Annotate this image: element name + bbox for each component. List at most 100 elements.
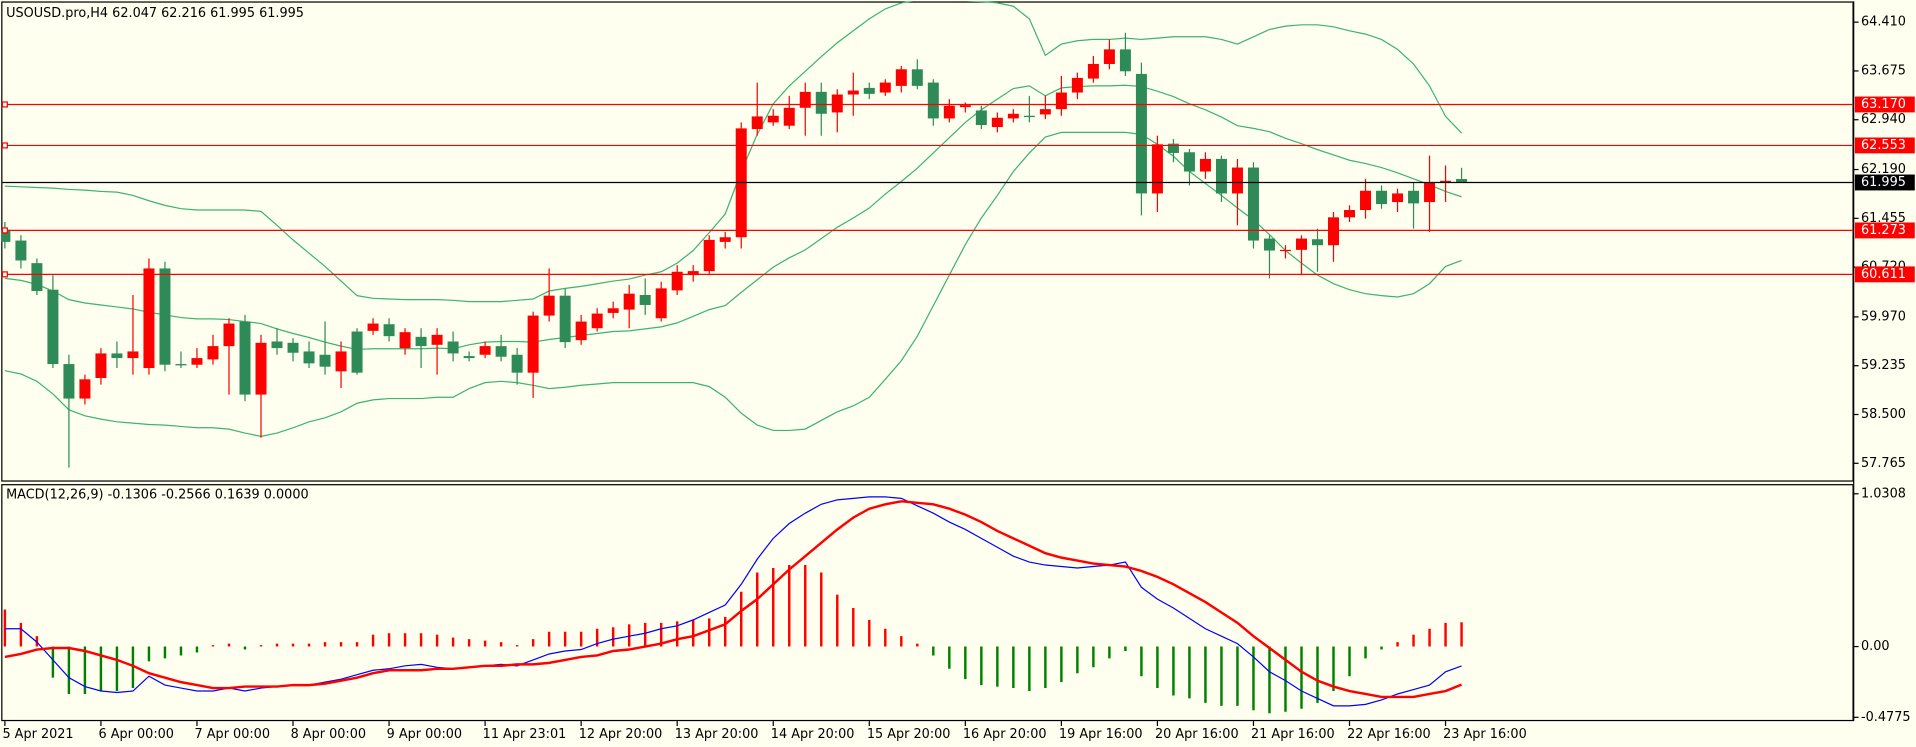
last-price-label: 61.995 bbox=[1861, 175, 1906, 190]
candle-body bbox=[879, 82, 891, 93]
candle-body bbox=[527, 315, 539, 373]
price-plot bbox=[1, 1, 1854, 468]
candle-body bbox=[1119, 49, 1131, 72]
candle-body bbox=[751, 116, 763, 130]
candle-body bbox=[1328, 217, 1340, 246]
candle-body bbox=[1424, 182, 1436, 203]
candle-body bbox=[479, 346, 491, 355]
candle-body bbox=[1440, 180, 1452, 183]
macd-line bbox=[4, 496, 1462, 707]
candle-body bbox=[383, 324, 395, 337]
level-price-label: 61.273 bbox=[1861, 223, 1906, 238]
x-tick-label: 12 Apr 20:00 bbox=[579, 727, 663, 742]
candle-body bbox=[671, 271, 683, 291]
level-anchor bbox=[1, 142, 8, 149]
candle-body bbox=[463, 356, 475, 359]
candle-body bbox=[111, 353, 123, 359]
candle-body bbox=[47, 289, 59, 365]
candle-body bbox=[1456, 179, 1468, 183]
y-tick-label: 0.00 bbox=[1861, 639, 1890, 654]
candle-body bbox=[1344, 210, 1356, 218]
candle-body bbox=[1376, 190, 1388, 205]
candle-body bbox=[1199, 158, 1211, 172]
candle-body bbox=[127, 351, 139, 359]
candle-body bbox=[575, 321, 587, 341]
candle-body bbox=[943, 105, 955, 119]
candle-body bbox=[1087, 63, 1099, 79]
x-tick-label: 9 Apr 00:00 bbox=[387, 727, 462, 742]
y-tick-label: -0.4775 bbox=[1861, 710, 1911, 725]
candle-body bbox=[1215, 158, 1227, 194]
level-price-box bbox=[1854, 137, 1915, 154]
last-price-box bbox=[1854, 174, 1915, 191]
candle-body bbox=[1247, 167, 1259, 241]
x-tick-label: 19 Apr 16:00 bbox=[1059, 727, 1143, 742]
candle-body bbox=[1360, 190, 1372, 211]
candle-body bbox=[79, 379, 91, 399]
candle-body bbox=[1023, 115, 1035, 118]
y-tick-label: 64.410 bbox=[1861, 15, 1906, 30]
candle-body bbox=[1311, 239, 1323, 246]
level-price-label: 62.553 bbox=[1861, 138, 1906, 153]
candle-body bbox=[175, 364, 187, 366]
candle-body bbox=[255, 342, 267, 395]
candle-body bbox=[975, 110, 987, 126]
x-tick-label: 16 Apr 20:00 bbox=[963, 727, 1047, 742]
candle-body bbox=[799, 91, 811, 108]
candle-body bbox=[431, 334, 443, 345]
x-tick-label: 8 Apr 00:00 bbox=[291, 727, 366, 742]
level-anchor bbox=[1, 101, 8, 108]
y-tick-label: 59.235 bbox=[1861, 358, 1906, 373]
candle-body bbox=[559, 295, 571, 343]
candle-body bbox=[95, 353, 107, 378]
x-tick-label: 11 Apr 23:01 bbox=[483, 727, 567, 742]
candle-body bbox=[1231, 167, 1243, 194]
candle-body bbox=[207, 346, 219, 360]
candle-body bbox=[959, 105, 971, 108]
candle-body bbox=[1295, 238, 1307, 250]
candle-body bbox=[767, 115, 779, 123]
y-tick-label: 61.455 bbox=[1861, 211, 1906, 226]
candle-body bbox=[271, 341, 283, 349]
x-tick-label: 21 Apr 16:00 bbox=[1251, 727, 1335, 742]
y-tick-label: 62.940 bbox=[1861, 112, 1906, 127]
y-tick-label: 58.500 bbox=[1861, 407, 1906, 422]
candle-body bbox=[1055, 92, 1067, 110]
candle-body bbox=[191, 358, 203, 365]
y-tick-label: 63.675 bbox=[1861, 63, 1906, 78]
x-tick-label: 15 Apr 20:00 bbox=[867, 727, 951, 742]
level-price-box bbox=[1854, 96, 1915, 113]
candle-body bbox=[847, 90, 859, 95]
candle-body bbox=[591, 313, 603, 329]
level-price-box bbox=[1854, 266, 1915, 283]
candle-body bbox=[703, 239, 715, 272]
x-tick-label: 22 Apr 16:00 bbox=[1347, 727, 1431, 742]
candle-body bbox=[815, 91, 827, 114]
candle-body bbox=[1039, 109, 1051, 115]
candle-body bbox=[623, 293, 635, 310]
y-tick-label: 1.0308 bbox=[1861, 486, 1906, 501]
candle-body bbox=[1071, 77, 1083, 93]
level-price-label: 60.611 bbox=[1861, 267, 1906, 282]
x-tick-label: 14 Apr 20:00 bbox=[771, 727, 855, 742]
candle-body bbox=[1392, 193, 1404, 203]
macd-line bbox=[4, 500, 1463, 699]
candle-body bbox=[1151, 144, 1163, 194]
candle-body bbox=[415, 336, 427, 347]
candle-body bbox=[639, 295, 651, 305]
candle-body bbox=[991, 117, 1003, 128]
candle-body bbox=[1183, 152, 1195, 172]
candle-body bbox=[927, 82, 939, 119]
price-panel-header: USOUSD.pro,H4 62.047 62.216 61.995 61.99… bbox=[6, 6, 304, 21]
candle-body bbox=[1279, 249, 1291, 252]
level-price-label: 63.170 bbox=[1861, 97, 1906, 112]
macd-panel-header: MACD(12,26,9) -0.1306 -0.2566 0.1639 0.0… bbox=[6, 488, 309, 503]
candle-body bbox=[303, 351, 315, 364]
candle-body bbox=[895, 69, 907, 86]
candle-body bbox=[863, 87, 875, 94]
candle-body bbox=[143, 268, 155, 369]
candle-body bbox=[831, 94, 843, 113]
